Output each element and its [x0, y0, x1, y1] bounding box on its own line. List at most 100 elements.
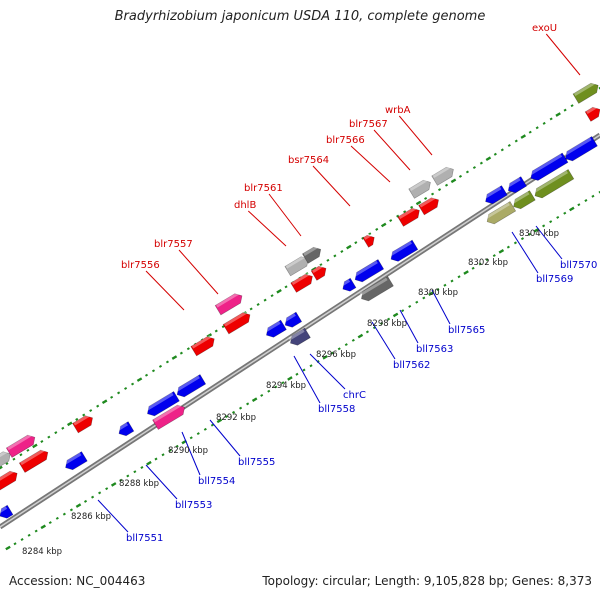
reverse-label-bll7562: bll7562: [393, 360, 430, 371]
tick-mark-upper: [485, 156, 492, 162]
reverse-connector-6: [371, 321, 396, 360]
gene-forward-14: [397, 206, 420, 227]
tick-mark-lower: [161, 453, 165, 457]
gene-reverse-13: [506, 176, 527, 194]
tick-mark-upper: [311, 266, 317, 272]
gene-reverse-7-body: [290, 327, 311, 346]
gene-reverse-13-shine: [506, 177, 521, 188]
scale-labels: 8284 kbp 8286 kbp 8288 kbp 8290 kbp 8292 kbp…: [22, 229, 559, 557]
gene-reverse-3-shine: [145, 392, 174, 412]
gene-forward-16-body: [408, 179, 431, 199]
tick-mark-lower: [309, 364, 313, 368]
gene-reverse-9: [353, 259, 385, 283]
tick-mark-upper: [598, 86, 600, 90]
reverse-label-bll7565: bll7565: [448, 325, 485, 336]
gene-reverse-0-body: [0, 504, 14, 519]
gene-reverse-14-shine: [485, 202, 510, 220]
gene-forward-9: [284, 255, 309, 277]
tick-mark-lower: [542, 224, 546, 228]
scale-label-0: 8284 kbp: [22, 547, 62, 557]
gene-reverse-10: [359, 276, 394, 302]
gene-reverse-18-shine: [563, 137, 592, 157]
gene-forward-5-body: [152, 404, 185, 430]
tick-mark-lower: [415, 300, 419, 304]
tick-mark-upper: [520, 134, 527, 139]
tick-mark-upper: [158, 364, 163, 368]
tick-mark-upper: [82, 413, 86, 417]
tick-mark-upper: [410, 205, 414, 209]
tick-mark-lower: [379, 321, 384, 325]
tick-mark-lower: [91, 495, 95, 499]
reverse-connector-8: [431, 289, 451, 325]
tick-mark-lower: [69, 508, 73, 512]
reverse-connector-5: [309, 353, 346, 390]
tick-mark-lower: [387, 317, 391, 321]
tick-mark-upper: [256, 303, 260, 306]
tick-mark-lower: [154, 457, 158, 461]
tick-mark-upper: [555, 112, 561, 117]
reverse-connector-2: [181, 431, 201, 476]
tick-mark-upper: [101, 399, 108, 405]
tick-mark-upper: [450, 178, 457, 184]
tick-mark-lower: [239, 406, 243, 410]
tick-mark-upper: [415, 200, 422, 206]
scale-label-10: 8304 kbp: [519, 229, 559, 239]
tick-mark-upper: [380, 222, 387, 228]
tick-mark-lower: [365, 330, 369, 334]
reverse-connector-7: [399, 309, 419, 344]
genome-summary: Topology: circular; Length: 9,105,828 bp…: [262, 574, 592, 588]
gene-forward-19-shine: [586, 105, 597, 114]
tick-mark-lower: [577, 203, 581, 207]
tick-mark-upper: [186, 347, 190, 351]
gene-forward-0-shine: [0, 450, 8, 464]
gene-reverse-5-body: [266, 319, 287, 338]
gene-reverse-13-body: [507, 176, 527, 194]
forward-label-bsr7564: bsr7564: [288, 155, 329, 166]
tick-mark-lower: [302, 368, 306, 372]
gene-forward-8-body: [190, 336, 215, 357]
gene-forward-14-body: [397, 207, 420, 227]
forward-connector-7: [398, 115, 433, 156]
gene-reverse-14-body: [486, 201, 517, 225]
gene-forward-16-shine: [409, 178, 428, 192]
tick-mark-upper: [437, 188, 442, 192]
gene-forward-6-shine: [216, 292, 239, 308]
gene-forward-2: [0, 469, 18, 492]
reverse-label-bll7553: bll7553: [175, 500, 212, 511]
gene-forward-10: [302, 245, 322, 264]
tick-mark-lower: [203, 427, 207, 431]
tick-mark-lower: [224, 415, 229, 419]
tick-mark-lower: [267, 389, 271, 393]
tick-mark-upper: [354, 241, 358, 245]
tick-mark-lower: [485, 258, 489, 262]
gene-reverse-3-body: [147, 391, 180, 417]
gene-reverse-14: [485, 201, 517, 225]
tick-mark-lower: [281, 381, 285, 385]
tick-mark-lower: [436, 288, 440, 291]
gene-forward-9-body: [284, 256, 309, 277]
tick-mark-lower: [428, 291, 434, 297]
gene-reverse-2-body: [118, 421, 135, 437]
tick-mark-upper: [54, 431, 58, 435]
forward-label-blr7557: blr7557: [154, 239, 193, 250]
tick-mark-upper: [528, 130, 532, 134]
tick-mark-lower: [34, 529, 38, 533]
gene-forward-3-body: [18, 449, 49, 473]
tick-mark-lower: [450, 279, 454, 283]
tick-mark-upper: [249, 307, 253, 311]
tick-mark-lower: [357, 333, 364, 339]
gene-forward-1: [5, 433, 36, 458]
gene-forward-5: [152, 403, 185, 430]
tick-mark-upper: [500, 148, 504, 152]
forward-connector-1: [178, 249, 219, 295]
tick-mark-upper: [110, 395, 114, 399]
scale-label-7: 8298 kbp: [367, 319, 407, 329]
tick-mark-upper: [144, 373, 149, 377]
accession-label: Accession: NC_004463: [9, 574, 146, 588]
tick-mark-upper: [514, 139, 518, 143]
gene-forward-19-body: [584, 106, 600, 122]
tick-mark-upper: [465, 170, 469, 174]
scale-label-8: 8300 kbp: [418, 288, 458, 298]
tick-mark-lower: [527, 232, 532, 236]
